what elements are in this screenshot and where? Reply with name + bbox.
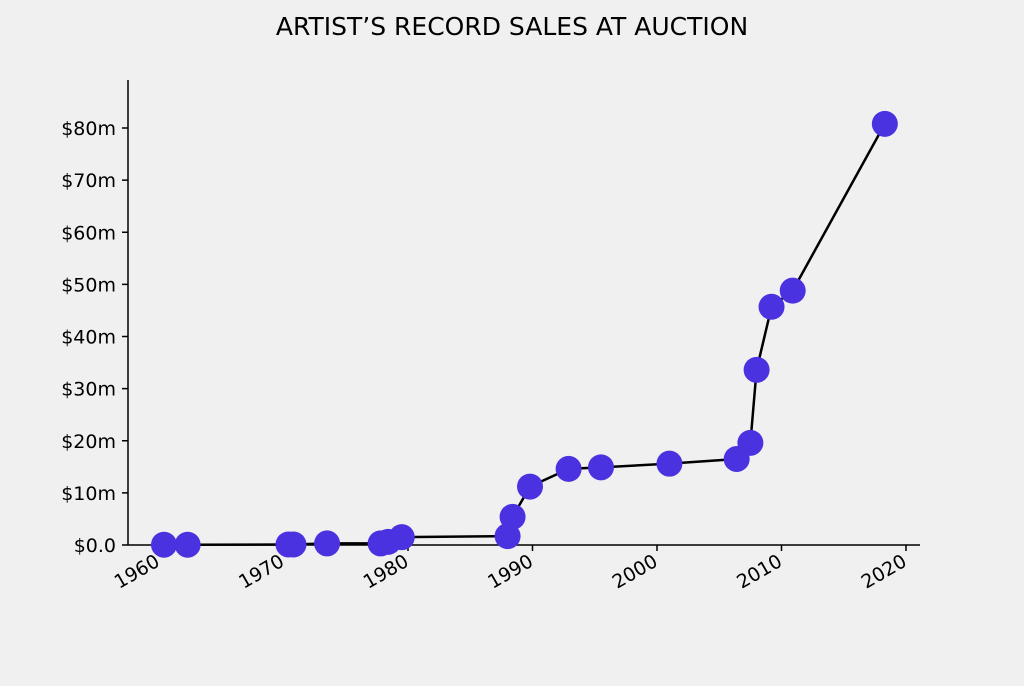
data-point bbox=[150, 531, 177, 558]
x-tick-label: 1980 bbox=[360, 550, 413, 593]
y-tick-label: $50m bbox=[61, 274, 116, 296]
data-point bbox=[758, 293, 785, 320]
x-tick-label: 2020 bbox=[858, 550, 911, 593]
axes: $0.0 $10m $20m $30m $40m $50m $60m $70m $80m 1960… bbox=[61, 80, 920, 594]
x-tick-label: 2010 bbox=[733, 550, 786, 593]
x-tick-label: 2000 bbox=[609, 550, 662, 593]
y-tick-label: $60m bbox=[61, 222, 116, 244]
series-points bbox=[150, 110, 898, 558]
data-point bbox=[656, 450, 683, 477]
y-tick-label: $10m bbox=[61, 483, 116, 505]
data-point bbox=[587, 454, 614, 481]
data-point bbox=[174, 531, 201, 558]
y-tick-label: $80m bbox=[61, 118, 116, 140]
data-point bbox=[737, 429, 764, 456]
data-point bbox=[314, 530, 341, 557]
data-point bbox=[280, 531, 307, 558]
x-tick-label: 1990 bbox=[484, 550, 537, 593]
data-point bbox=[871, 110, 898, 137]
y-tick-label: $30m bbox=[61, 379, 116, 401]
x-tick-label: 1960 bbox=[111, 550, 164, 593]
chart-title: ARTIST’S RECORD SALES AT AUCTION bbox=[276, 12, 748, 41]
y-tick-label: $70m bbox=[61, 170, 116, 192]
data-point bbox=[779, 277, 806, 304]
x-tick-label: 1970 bbox=[235, 550, 288, 593]
y-tick-label: $20m bbox=[61, 431, 116, 453]
data-point bbox=[499, 503, 526, 530]
y-tick-label: $40m bbox=[61, 327, 116, 349]
data-point bbox=[743, 356, 770, 383]
data-point bbox=[388, 524, 415, 551]
y-tick-label: $0.0 bbox=[74, 535, 116, 557]
data-point bbox=[555, 455, 582, 482]
data-point bbox=[517, 473, 544, 500]
